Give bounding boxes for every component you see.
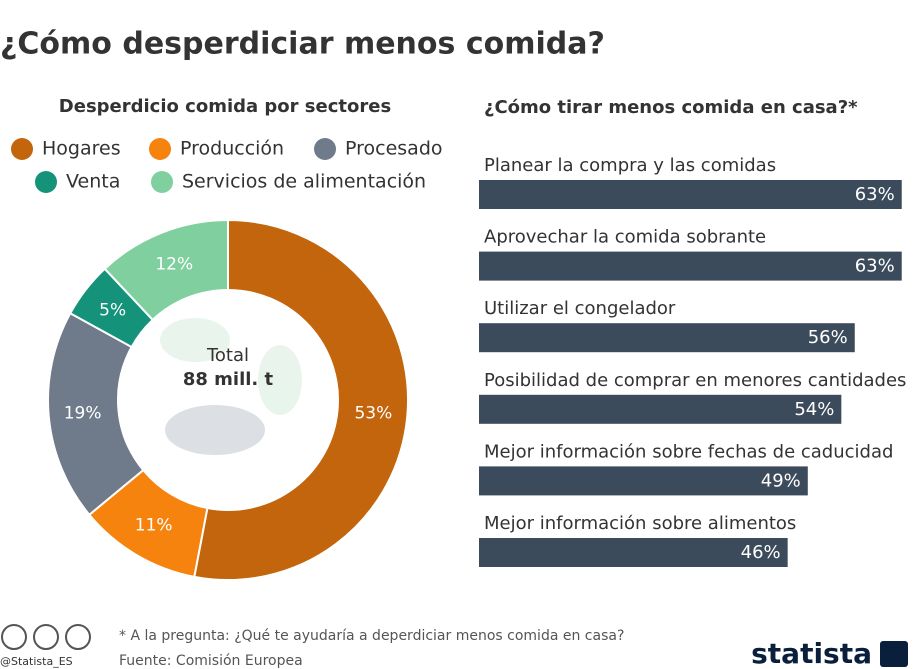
value-label: 56% — [808, 327, 848, 348]
value-label: 63% — [855, 256, 895, 277]
category-label: Posibilidad de comprar en menores cantid… — [484, 370, 906, 391]
bar-title: ¿Cómo tirar menos comida en casa?* — [484, 97, 858, 118]
value-label: 19% — [64, 404, 102, 424]
bar — [479, 323, 855, 353]
footnote: * A la pregunta: ¿Qué te ayudaría a depe… — [119, 628, 624, 644]
donut-segment — [193, 218, 409, 581]
illustration — [160, 318, 302, 455]
page-title: ¿Cómo desperdiciar menos comida? — [0, 27, 605, 62]
brand-icon — [880, 641, 908, 667]
bar — [479, 394, 842, 424]
category-label: Mejor información sobre fechas de caduci… — [484, 441, 893, 462]
center-label: Total — [206, 345, 249, 366]
legend-label: Hogares — [42, 138, 121, 160]
value-label: 49% — [761, 470, 801, 491]
handle: @Statista_ES — [0, 655, 73, 668]
source: Fuente: Comisión Europea — [119, 653, 303, 669]
category-label: Utilizar el congelador — [484, 298, 676, 319]
bar — [479, 180, 902, 209]
legend-swatch — [35, 171, 57, 193]
legend-swatch — [149, 138, 171, 160]
donut-segment — [103, 218, 229, 322]
value-label: 5% — [99, 301, 126, 321]
legend-label: Procesado — [345, 138, 443, 160]
legend-swatch — [11, 138, 33, 160]
bar — [479, 538, 788, 567]
center-value: 88 mill. t — [183, 369, 274, 390]
legend-label: Servicios de alimentación — [182, 171, 426, 193]
bar — [479, 466, 808, 496]
legend-swatch — [314, 138, 336, 160]
brand-logo: statista — [751, 637, 872, 669]
value-label: 63% — [855, 184, 895, 205]
category-label: Aprovechar la comida sobrante — [484, 227, 766, 248]
value-label: 53% — [354, 404, 392, 424]
category-label: Mejor información sobre alimentos — [484, 513, 796, 534]
legend-label: Producción — [180, 138, 284, 160]
value-label: 54% — [794, 399, 834, 420]
value-label: 11% — [135, 516, 173, 536]
license-icons — [1, 624, 91, 650]
bar — [479, 251, 902, 281]
value-label: 46% — [741, 542, 781, 563]
donut-title: Desperdicio comida por sectores — [59, 96, 391, 117]
legend-swatch — [151, 171, 173, 193]
category-label: Planear la compra y las comidas — [484, 155, 776, 176]
legend-label: Venta — [66, 171, 120, 193]
value-label: 12% — [155, 254, 193, 274]
